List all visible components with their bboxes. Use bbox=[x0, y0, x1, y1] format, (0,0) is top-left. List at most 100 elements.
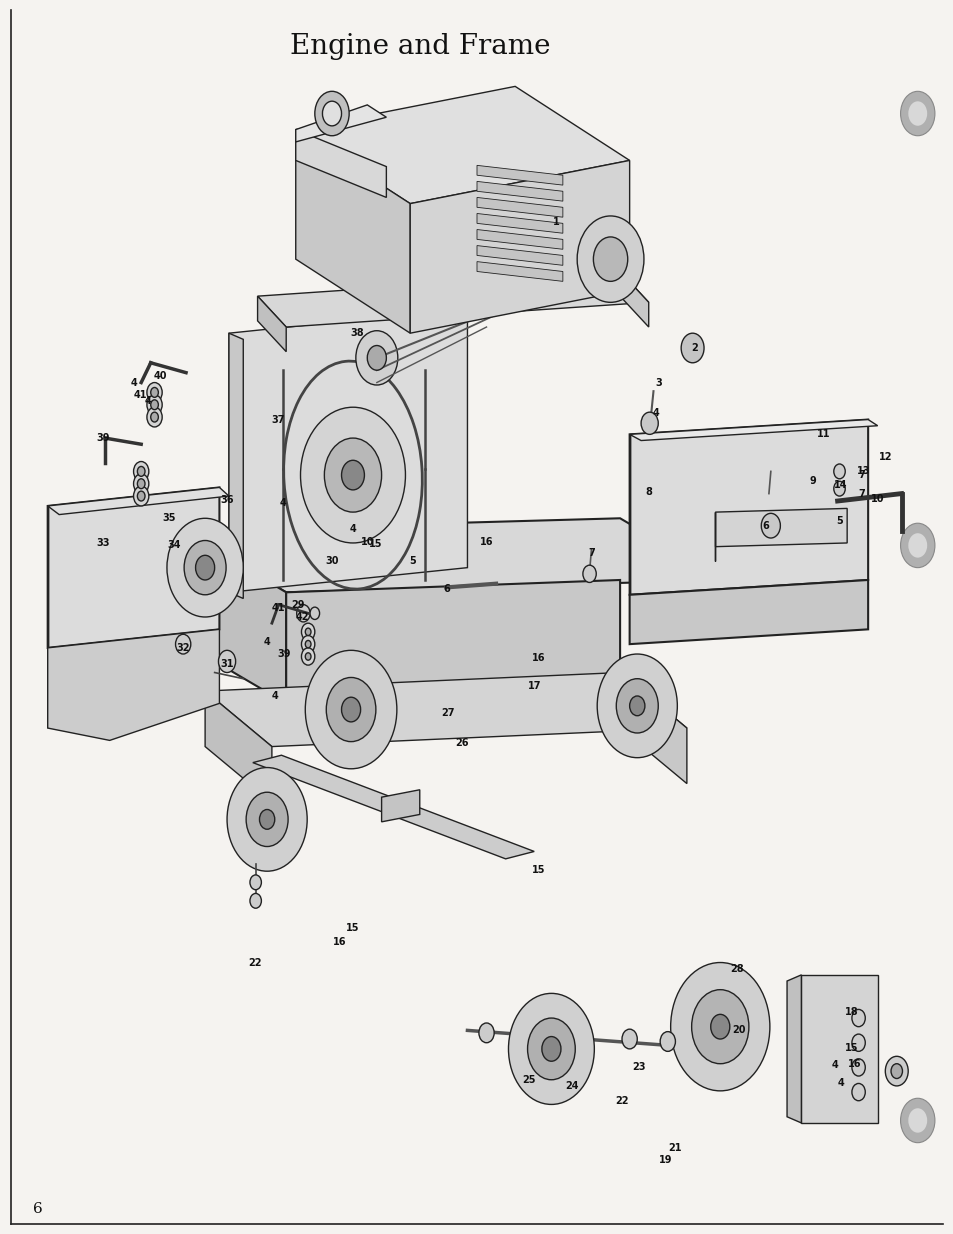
Circle shape bbox=[250, 893, 261, 908]
Circle shape bbox=[478, 1023, 494, 1043]
Polygon shape bbox=[48, 487, 229, 515]
Polygon shape bbox=[48, 629, 219, 740]
Circle shape bbox=[184, 540, 226, 595]
Text: 40: 40 bbox=[153, 371, 167, 381]
Polygon shape bbox=[801, 975, 877, 1123]
Circle shape bbox=[670, 963, 769, 1091]
Circle shape bbox=[659, 1032, 675, 1051]
Circle shape bbox=[227, 768, 307, 871]
Circle shape bbox=[621, 1029, 637, 1049]
Text: 15: 15 bbox=[844, 1043, 858, 1053]
Circle shape bbox=[147, 383, 162, 402]
Text: 5: 5 bbox=[835, 516, 842, 526]
Circle shape bbox=[900, 523, 934, 568]
Polygon shape bbox=[48, 487, 219, 648]
Text: 1: 1 bbox=[552, 217, 559, 227]
Circle shape bbox=[151, 400, 158, 410]
Text: 4: 4 bbox=[263, 637, 271, 647]
Circle shape bbox=[616, 679, 658, 733]
Text: 4: 4 bbox=[349, 524, 356, 534]
Circle shape bbox=[324, 438, 381, 512]
Circle shape bbox=[314, 91, 349, 136]
Polygon shape bbox=[257, 271, 648, 327]
Polygon shape bbox=[715, 508, 846, 547]
Circle shape bbox=[884, 1056, 907, 1086]
Circle shape bbox=[691, 990, 748, 1064]
Text: 5: 5 bbox=[408, 557, 416, 566]
Text: 37: 37 bbox=[272, 415, 285, 424]
Polygon shape bbox=[181, 531, 286, 703]
Circle shape bbox=[305, 628, 311, 636]
Circle shape bbox=[900, 91, 934, 136]
Circle shape bbox=[900, 1098, 934, 1143]
Circle shape bbox=[833, 464, 844, 479]
Text: 15: 15 bbox=[532, 865, 545, 875]
Text: 16: 16 bbox=[532, 653, 545, 663]
Circle shape bbox=[151, 412, 158, 422]
Circle shape bbox=[301, 648, 314, 665]
Circle shape bbox=[527, 1018, 575, 1080]
Text: 16: 16 bbox=[479, 537, 493, 547]
Text: 7: 7 bbox=[857, 470, 864, 480]
Circle shape bbox=[640, 412, 658, 434]
Circle shape bbox=[195, 555, 214, 580]
Text: 21: 21 bbox=[668, 1143, 681, 1153]
Polygon shape bbox=[629, 420, 877, 441]
Circle shape bbox=[175, 634, 191, 654]
Circle shape bbox=[310, 607, 319, 619]
Text: 6: 6 bbox=[33, 1202, 43, 1217]
Text: 4: 4 bbox=[130, 378, 137, 387]
Text: 20: 20 bbox=[732, 1025, 745, 1035]
Circle shape bbox=[890, 1064, 902, 1079]
Text: 11: 11 bbox=[816, 429, 829, 439]
Circle shape bbox=[355, 331, 397, 385]
Polygon shape bbox=[295, 86, 629, 204]
Text: 23: 23 bbox=[632, 1062, 645, 1072]
Text: 9: 9 bbox=[808, 476, 816, 486]
Text: 4: 4 bbox=[144, 396, 152, 406]
Circle shape bbox=[301, 636, 314, 653]
Circle shape bbox=[577, 216, 643, 302]
Polygon shape bbox=[629, 420, 867, 595]
Polygon shape bbox=[295, 130, 410, 333]
Circle shape bbox=[680, 333, 703, 363]
Circle shape bbox=[133, 486, 149, 506]
Text: 16: 16 bbox=[333, 937, 346, 946]
Circle shape bbox=[341, 460, 364, 490]
Circle shape bbox=[582, 565, 596, 582]
Circle shape bbox=[833, 481, 844, 496]
Text: 15: 15 bbox=[346, 923, 359, 933]
Circle shape bbox=[147, 407, 162, 427]
Circle shape bbox=[305, 650, 396, 769]
Text: 6: 6 bbox=[442, 584, 450, 594]
Circle shape bbox=[760, 513, 780, 538]
Text: 38: 38 bbox=[350, 328, 363, 338]
Polygon shape bbox=[629, 580, 867, 644]
Polygon shape bbox=[786, 975, 801, 1123]
Text: 42: 42 bbox=[295, 612, 309, 622]
Circle shape bbox=[341, 697, 360, 722]
Polygon shape bbox=[381, 790, 419, 822]
Circle shape bbox=[250, 875, 261, 890]
Polygon shape bbox=[205, 673, 686, 747]
Text: 13: 13 bbox=[856, 466, 869, 476]
Circle shape bbox=[137, 466, 145, 476]
Circle shape bbox=[137, 479, 145, 489]
Text: 31: 31 bbox=[220, 659, 233, 669]
Circle shape bbox=[851, 1083, 864, 1101]
Text: 27: 27 bbox=[441, 708, 455, 718]
Text: Engine and Frame: Engine and Frame bbox=[289, 33, 550, 60]
Text: 4: 4 bbox=[271, 691, 278, 701]
Text: 36: 36 bbox=[220, 495, 233, 505]
Circle shape bbox=[301, 623, 314, 640]
Text: 14: 14 bbox=[833, 480, 846, 490]
Polygon shape bbox=[229, 308, 467, 592]
Circle shape bbox=[305, 640, 311, 648]
Text: 2: 2 bbox=[690, 343, 698, 353]
Polygon shape bbox=[229, 333, 243, 598]
Circle shape bbox=[305, 653, 311, 660]
Circle shape bbox=[851, 1059, 864, 1076]
Polygon shape bbox=[410, 160, 629, 333]
Circle shape bbox=[593, 237, 627, 281]
Text: 16: 16 bbox=[847, 1059, 861, 1069]
